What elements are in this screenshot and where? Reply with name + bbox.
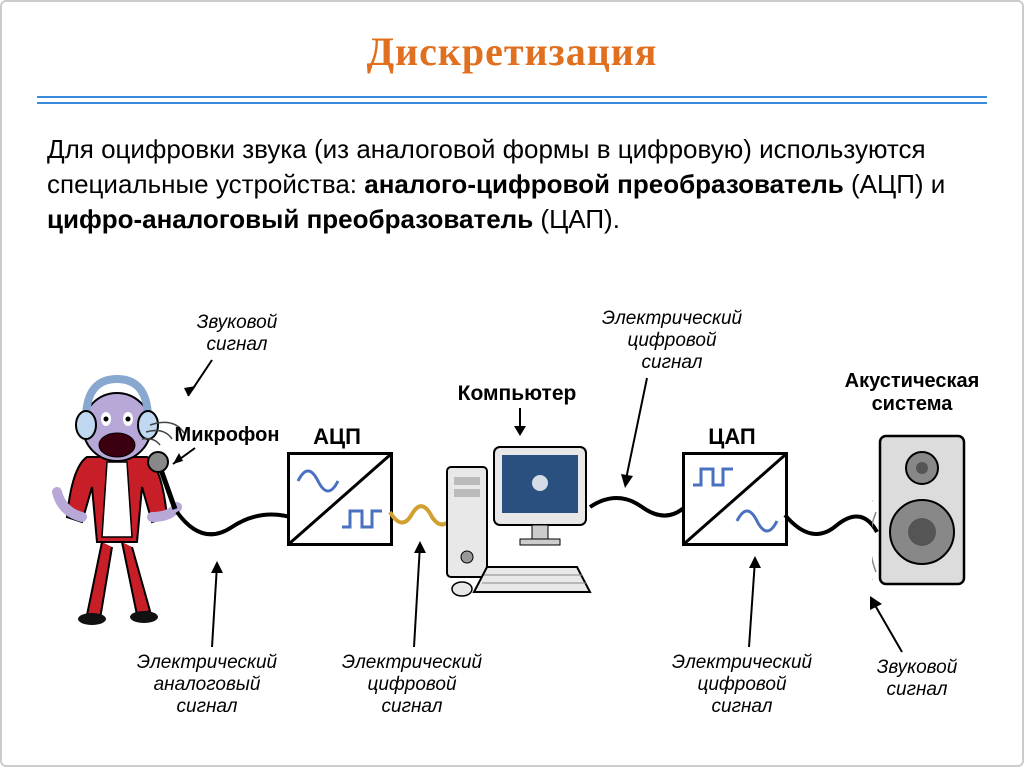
label-digital-signal-top: Электрическийцифровойсигнал [587,308,757,374]
signal-chain-diagram: Звуковойсигнал Микрофон АЦП [42,312,982,735]
singer-icon [42,367,192,627]
cable-mic-adc [172,507,302,557]
para-bold-dac: цифро-аналоговый преобразователь [47,204,533,234]
label-sound-bottom: Звуковойсигнал [852,657,982,701]
dac-box [682,452,788,546]
label-adc: АЦП [297,424,377,449]
arrow-digital-top [617,374,657,494]
slide: Дискретизация Для оцифровки звука (из ан… [0,0,1024,767]
cable-dac-speaker [782,507,882,557]
para-text-2: (АЦП) и [844,169,946,199]
label-analog-bottom: Электрическийаналоговыйсигнал [122,652,292,718]
arrow-sound-to-head [182,356,222,406]
arrow-digital-bottom-1 [402,537,432,652]
cable-computer-dac [587,487,692,527]
label-sound-signal-top: Звуковойсигнал [182,312,292,356]
page-title: Дискретизация [367,29,658,74]
arrow-sound-bottom [862,592,912,657]
arrow-analog-bottom [197,557,227,652]
label-dac: ЦАП [692,424,772,449]
arrow-microphone [167,442,197,472]
para-bold-adc: аналого-цифровой преобразователь [364,169,844,199]
intro-paragraph: Для оцифровки звука (из аналоговой формы… [47,132,967,237]
arrow-digital-bottom-2 [737,552,767,652]
para-text-3: (ЦАП). [533,204,620,234]
label-digital-bottom-1: Электрическийцифровойсигнал [327,652,497,718]
title-underline [37,96,987,104]
computer-icon [442,437,592,602]
label-computer: Компьютер [447,382,587,406]
speaker-icon [872,432,972,592]
title-wrap: Дискретизация [37,28,987,75]
label-speaker-system: Акустическаясистема [832,370,992,416]
label-digital-bottom-2: Электрическийцифровойсигнал [657,652,827,718]
arrow-computer [510,406,530,440]
adc-box [287,452,393,546]
